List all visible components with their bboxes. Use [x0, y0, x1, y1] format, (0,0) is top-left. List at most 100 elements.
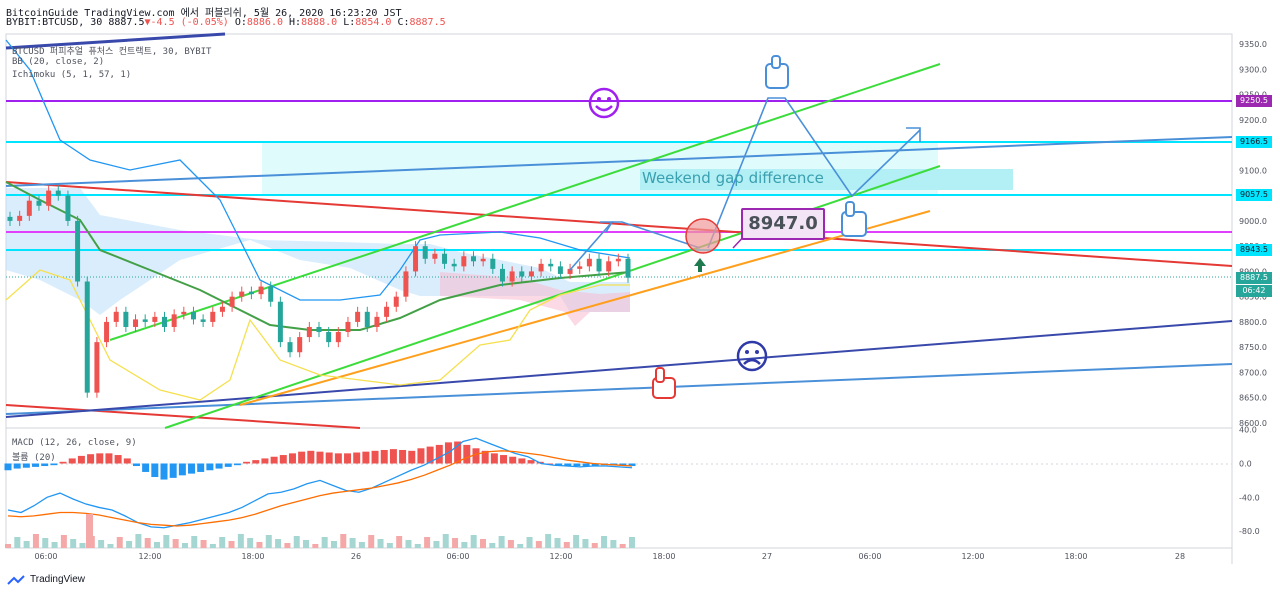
descending-resistance[interactable]	[5, 181, 1233, 267]
macd-histogram-bar	[288, 453, 296, 464]
candle-body	[55, 190, 61, 196]
volume-bar	[601, 536, 608, 548]
macd-histogram-bar	[252, 460, 260, 464]
volume-bar	[265, 535, 272, 548]
macd-histogram-bar	[197, 463, 205, 472]
sad-face-icon	[736, 340, 768, 372]
candle-body	[451, 263, 457, 267]
macd-line	[7, 437, 633, 529]
macd-histogram-bar	[435, 444, 443, 464]
time-axis[interactable]: 06:00 12:00 18:00 26 06:00 12:00 18:00 27 06:00 1…	[34, 552, 1185, 561]
price-tick-label: 8650.0	[1239, 394, 1267, 403]
candle-body	[229, 296, 235, 307]
lower-steel-line[interactable]	[5, 363, 1233, 415]
macd-histogram-bar	[59, 461, 67, 464]
macd-histogram-bar	[50, 463, 58, 466]
candle-body	[152, 316, 158, 322]
volume-bar	[489, 543, 496, 548]
candle-body	[442, 253, 448, 264]
macd-histogram-bar	[573, 463, 581, 467]
macd-histogram-bar	[270, 456, 278, 464]
candle-body	[403, 271, 409, 297]
macd-tick-label: 0.0	[1239, 459, 1252, 468]
volume-bar	[554, 538, 561, 548]
tag-last-price: 8887.5	[1236, 272, 1272, 284]
tradingview-logo[interactable]: TradingView	[6, 574, 85, 585]
volume-bar	[442, 534, 449, 548]
macd-histogram-bar	[188, 463, 196, 474]
lower-red-line[interactable]	[5, 404, 361, 429]
volume-bar	[237, 534, 244, 548]
tag-8943: 8943.5	[1236, 244, 1272, 256]
macd-histogram-bar	[32, 463, 40, 467]
touch-point-marker	[685, 218, 721, 254]
green-channel-upper[interactable]	[109, 63, 941, 341]
volume-bar	[181, 543, 188, 548]
macd-histogram-bar	[509, 456, 517, 464]
macd-histogram-bar	[325, 452, 333, 464]
macd-histogram-bar	[123, 458, 131, 464]
orange-support-line[interactable]	[239, 210, 931, 406]
time-tick-label: 18:00	[241, 552, 264, 561]
candle-body	[345, 321, 351, 333]
macd-histogram-bar	[591, 463, 599, 467]
macd-legend[interactable]: MACD (12, 26, close, 9)	[12, 438, 137, 448]
low-value: 8854.0	[355, 17, 392, 28]
pointing-hand-up-icon	[765, 55, 789, 89]
tag-9250: 9250.5	[1236, 95, 1272, 107]
volume-bar	[200, 540, 207, 548]
macd-histogram-bar	[142, 463, 150, 472]
macd-histogram-bar	[426, 446, 434, 464]
blue-support-line[interactable]	[5, 320, 1233, 418]
main-series-legend[interactable]: BTCUSD 퍼피추얼 퓨처스 컨트랙트, 30, BYBIT	[12, 47, 212, 57]
candle-body	[335, 332, 341, 343]
time-tick-label: 18:00	[1064, 552, 1087, 561]
candle-body	[615, 258, 621, 262]
macd-histogram-bar	[41, 463, 49, 467]
volume-bar	[377, 539, 384, 548]
candle-body	[239, 291, 245, 297]
volume-bar	[470, 535, 477, 548]
volume-legend[interactable]: 볼륨 (20)	[12, 453, 56, 463]
upper-steel-line[interactable]	[5, 136, 1233, 187]
candle-body	[413, 246, 419, 272]
volume-bar	[582, 539, 589, 548]
ichimoku-legend[interactable]: Ichimoku (5, 1, 57, 1)	[12, 70, 132, 80]
candle-body	[384, 306, 390, 317]
macd-histogram-bar	[279, 455, 287, 464]
volume-bars	[5, 514, 635, 548]
candle-body	[7, 216, 13, 221]
candle-body	[509, 271, 515, 282]
candle-body	[46, 190, 52, 206]
volume-bar	[433, 541, 440, 548]
macd-histogram-bar	[169, 463, 177, 478]
candle-body	[84, 281, 90, 393]
volume-bar	[545, 534, 552, 548]
macd-histogram-bar	[316, 451, 324, 464]
candle-body	[133, 319, 139, 327]
macd-histogram-bar	[408, 450, 416, 464]
bar-countdown: 06:42	[1236, 285, 1272, 297]
volume-bar	[461, 542, 468, 548]
bb-legend[interactable]: BB (20, close, 2)	[12, 57, 105, 67]
macd-histogram-bar	[206, 463, 214, 471]
macd-tick-label: 40.0	[1239, 426, 1257, 435]
volume-bar	[358, 542, 365, 548]
candle-body	[190, 311, 196, 320]
publish-title: BitcoinGuide TradingView.com 에서 퍼블리쉬, 5월…	[6, 8, 402, 19]
macd-pane[interactable]	[5, 427, 1233, 549]
macd-histogram-bar	[417, 448, 425, 464]
top-blue-line[interactable]	[5, 32, 226, 50]
open-label: O:	[234, 17, 247, 28]
volume-bar	[51, 542, 58, 548]
volume-bar	[247, 538, 254, 548]
symbol-label[interactable]: BYBIT:BTCUSD, 30	[6, 17, 103, 28]
candlestick-series[interactable]	[7, 185, 631, 398]
arrow-head-icon	[600, 221, 614, 233]
price-tick-label: 9350.0	[1239, 40, 1267, 49]
macd-axis[interactable]: 40.0 0.0 -40.0 -80.0	[1239, 426, 1260, 536]
candle-body	[586, 258, 592, 267]
candle-body	[577, 266, 583, 269]
price-tick-label: 8700.0	[1239, 368, 1267, 377]
